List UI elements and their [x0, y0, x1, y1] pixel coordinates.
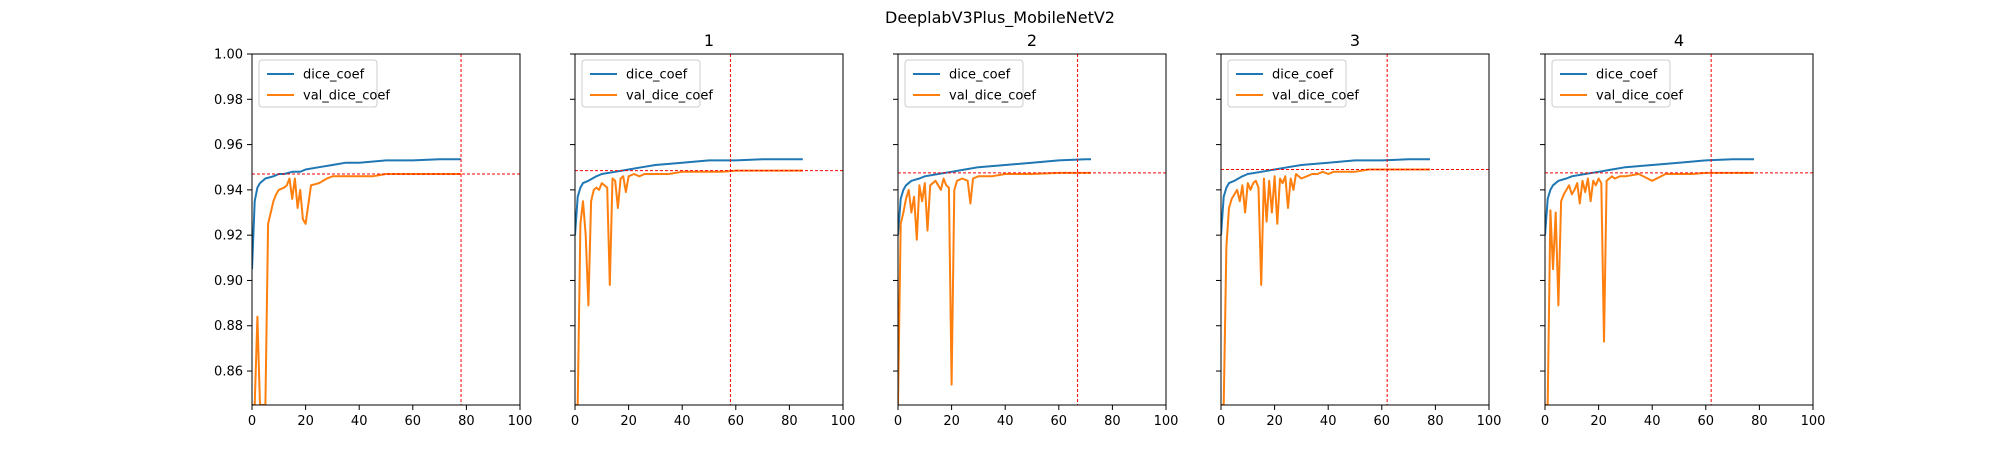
y-tick-label: 0.98 — [214, 93, 243, 108]
plot-frame — [574, 53, 844, 406]
series-line-val-dice-coef — [1545, 171, 1754, 405]
legend-label: val_dice_coef — [626, 89, 713, 104]
x-tick-label: 40 — [351, 414, 368, 429]
y-tick-label: 0.94 — [214, 183, 243, 198]
legend-label: val_dice_coef — [949, 89, 1036, 104]
x-tick-label: 40 — [1644, 414, 1661, 429]
subplot-title: 1 — [704, 31, 714, 50]
legend-label: dice_coef — [949, 68, 1011, 83]
series-line-dice-coef — [1221, 158, 1430, 236]
x-tick-label: 60 — [728, 414, 745, 429]
x-tick-label: 20 — [620, 414, 637, 429]
x-tick-label: 100 — [1477, 414, 1502, 429]
subplot-title: 4 — [1674, 31, 1684, 50]
chart-panel-4: 0 20 40 60 80 100 4 dice_coef val_dice_coef — [1540, 31, 1825, 429]
legend-label: val_dice_coef — [303, 89, 390, 104]
subplot-title: 2 — [1027, 31, 1037, 50]
x-tick-label: 20 — [297, 414, 314, 429]
x-tick-label: 60 — [1374, 414, 1391, 429]
chart-panel-3: 0 20 40 60 80 100 3 dice_coef val_dice_coef — [1216, 31, 1501, 429]
series-line-val-dice-coef — [1221, 168, 1430, 405]
x-tick-label: 0 — [1541, 414, 1549, 429]
series-line-val-dice-coef — [575, 169, 803, 405]
x-tick-label: 100 — [1154, 414, 1179, 429]
x-tick-label: 100 — [1801, 414, 1826, 429]
legend-label: dice_coef — [1272, 68, 1334, 83]
y-tick-label: 0.96 — [214, 138, 243, 153]
x-tick-label: 0 — [248, 414, 256, 429]
x-tick-label: 0 — [571, 414, 579, 429]
x-tick-label: 20 — [1590, 414, 1607, 429]
plot-frame — [897, 53, 1167, 406]
x-tick-label: 80 — [781, 414, 798, 429]
figure-suptitle: DeeplabV3Plus_MobileNetV2 — [885, 8, 1115, 28]
x-tick-label: 40 — [674, 414, 691, 429]
x-tick-label: 80 — [1751, 414, 1768, 429]
x-tick-label: 80 — [458, 414, 475, 429]
x-tick-label: 100 — [508, 414, 533, 429]
x-tick-label: 60 — [1051, 414, 1068, 429]
x-tick-label: 20 — [1266, 414, 1283, 429]
x-tick-label: 60 — [1698, 414, 1715, 429]
subplot-title: 3 — [1350, 31, 1360, 50]
plot-frame — [251, 53, 521, 406]
series-line-dice-coef — [575, 158, 803, 236]
y-tick-label: 1.00 — [214, 48, 243, 63]
x-tick-label: 0 — [894, 414, 902, 429]
y-tick-label: 0.88 — [214, 319, 243, 334]
y-tick-label: 0.92 — [214, 229, 243, 244]
x-tick-label: 0 — [1217, 414, 1225, 429]
x-tick-label: 100 — [831, 414, 856, 429]
x-tick-label: 20 — [943, 414, 960, 429]
series-line-val-dice-coef — [898, 171, 1091, 405]
y-tick-label: 0.86 — [214, 365, 243, 380]
chart-panel-1: 0 20 40 60 80 100 1 dice_coef val_dice_coef — [570, 31, 855, 429]
legend-label: dice_coef — [626, 68, 688, 83]
x-tick-label: 60 — [405, 414, 422, 429]
x-tick-label: 80 — [1427, 414, 1444, 429]
legend-label: dice_coef — [303, 68, 365, 83]
series-line-val-dice-coef — [252, 173, 461, 405]
y-tick-label: 0.90 — [214, 274, 243, 289]
plot-frame — [1220, 53, 1490, 406]
chart-panels: 0 20 40 60 80 1000.860.880.900.920.940.960.98… — [214, 31, 1825, 429]
chart-panel-2: 0 20 40 60 80 100 2 dice_coef val_dice_coef — [893, 31, 1178, 429]
x-tick-label: 40 — [1320, 414, 1337, 429]
legend-label: val_dice_coef — [1272, 89, 1359, 104]
legend-label: val_dice_coef — [1596, 89, 1683, 104]
chart-panel-0: 0 20 40 60 80 100 0.86 0.88 0.90 0.92 0.94 0.96 0.98… — [214, 48, 532, 430]
x-tick-label: 80 — [1104, 414, 1121, 429]
plot-frame — [1544, 53, 1814, 406]
legend-label: dice_coef — [1596, 68, 1658, 83]
x-tick-label: 40 — [997, 414, 1014, 429]
series-line-dice-coef — [252, 158, 461, 270]
